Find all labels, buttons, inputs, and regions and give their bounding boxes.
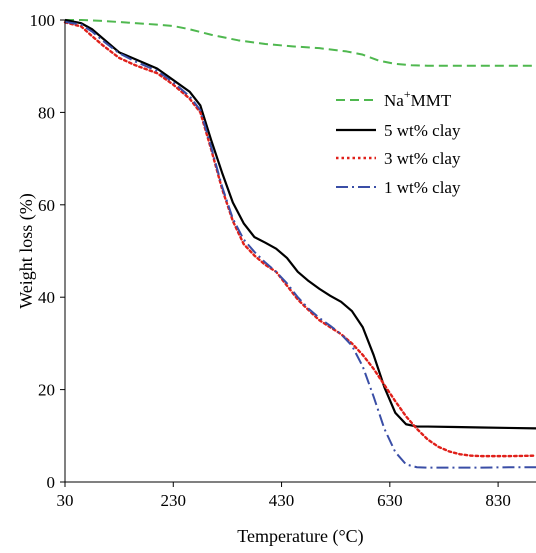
legend-label-4: 1 wt% clay xyxy=(384,178,461,197)
series-line-3 xyxy=(63,21,536,458)
x-tick-label: 30 xyxy=(57,491,74,510)
legend-label-main: Na xyxy=(384,91,404,110)
legend-label-sup: + xyxy=(404,87,411,101)
series-line-1 xyxy=(65,19,536,67)
y-tick-label: 60 xyxy=(38,196,55,215)
y-tick-label: 20 xyxy=(38,381,55,400)
legend-label-3: 3 wt% clay xyxy=(384,149,461,168)
x-tick-label: 230 xyxy=(161,491,187,510)
plot-area xyxy=(63,18,536,469)
legend-label-2: 5 wt% clay xyxy=(384,121,461,140)
series-line-2 xyxy=(64,18,536,430)
y-axis-label: Weight loss (%) xyxy=(16,193,37,309)
y-tick-label: 80 xyxy=(38,103,55,122)
x-tick-label: 430 xyxy=(269,491,295,510)
x-axis-label: Temperature (°C) xyxy=(237,526,363,547)
legend: Na+MMT 5 wt% clay 3 wt% clay 1 wt% clay xyxy=(336,87,461,197)
legend-label-rest: MMT xyxy=(411,91,452,110)
x-tick-label: 630 xyxy=(377,491,403,510)
ticks: 30 230 430 630 830 0 20 40 60 80 100 xyxy=(30,11,511,510)
series-line-4 xyxy=(64,20,536,469)
y-tick-label: 40 xyxy=(38,288,55,307)
y-tick-label: 100 xyxy=(30,11,56,30)
y-tick-label: 0 xyxy=(47,473,56,492)
x-tick-label: 830 xyxy=(485,491,511,510)
legend-label-1: Na+MMT xyxy=(384,87,452,110)
axes xyxy=(64,20,536,483)
